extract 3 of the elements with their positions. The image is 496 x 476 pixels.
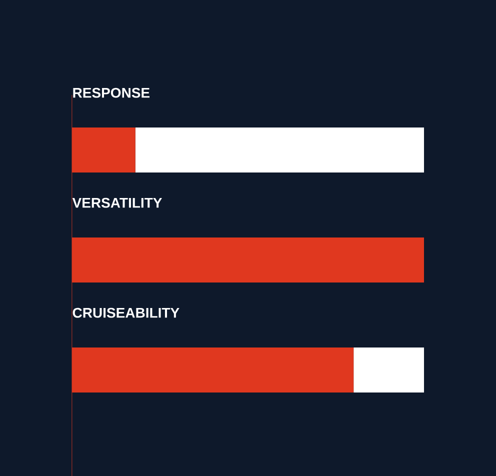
y-tick-label: VERSATILITY: [72, 198, 162, 208]
y-tick-label: CRUISEABILITY: [72, 308, 180, 318]
y-tick-label: RESPONSE: [73, 88, 150, 98]
